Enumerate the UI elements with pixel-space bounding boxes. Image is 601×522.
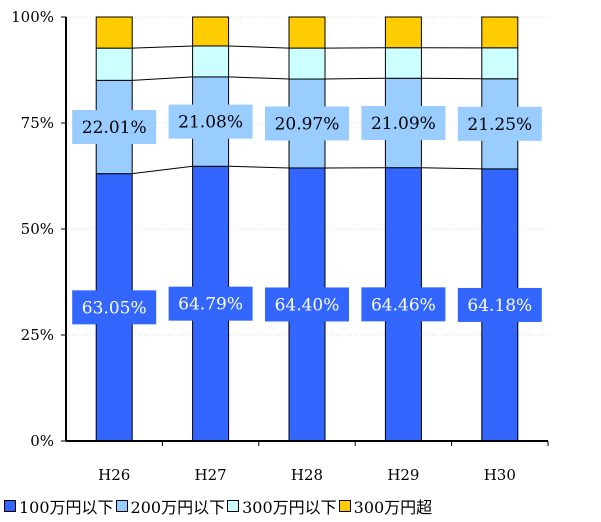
x-tick-label: H30 — [484, 466, 516, 484]
legend-swatch — [4, 500, 16, 512]
data-label-box — [361, 287, 446, 322]
legend-item: 300万円以下 — [227, 494, 337, 518]
connector-line — [421, 167, 482, 170]
data-label: 21.25% — [467, 115, 532, 135]
legend-swatch — [227, 500, 240, 512]
y-tick-label: 100% — [11, 8, 54, 26]
legend: 100万円以下 200万円以下 300万円以下 300万円超 — [4, 494, 434, 518]
x-axis-ticks: H26 H27 H28 H29 H30 — [98, 441, 549, 484]
bar-segment — [384, 47, 422, 79]
x-tick-label: H28 — [291, 466, 323, 484]
data-label: 22.01% — [82, 118, 147, 138]
y-tick-label: 25% — [21, 326, 54, 344]
data-label-box — [168, 104, 253, 139]
data-label-box — [72, 290, 157, 325]
connector-line — [421, 77, 482, 80]
legend-label: 100万円以下 — [19, 498, 114, 517]
data-label-box — [457, 287, 542, 322]
connector-line — [228, 76, 290, 80]
y-tick-label: 75% — [21, 114, 54, 132]
bar-segment — [95, 16, 133, 49]
data-label-box — [457, 106, 542, 141]
connector-line — [132, 76, 193, 81]
connector-line — [132, 165, 193, 175]
legend-item: 100万円以下 — [4, 494, 114, 518]
data-labels: 63.05% 22.01% 64.79% 21.08% 64.40% 20.97% 64.4… — [72, 104, 542, 325]
legend-label: 300万円以下 — [242, 498, 337, 517]
data-label: 64.79% — [178, 295, 243, 315]
stacked-bar-chart: 63.05% 22.01% 64.79% 21.08% 64.40% 20.97% 64.4… — [11, 8, 549, 484]
data-label-box — [361, 105, 446, 140]
data-label-box — [168, 286, 253, 321]
data-label-box — [265, 287, 349, 322]
data-label: 64.18% — [467, 296, 532, 316]
legend-swatch — [115, 500, 128, 512]
series-connector-lines — [132, 45, 482, 175]
connector-line — [228, 165, 290, 169]
legend-label: 200万円以下 — [130, 498, 226, 517]
x-tick-label: H26 — [98, 466, 130, 484]
data-label: 64.40% — [275, 295, 340, 315]
data-label: 63.05% — [82, 298, 147, 318]
data-label-box — [265, 106, 349, 141]
bar-segment — [288, 47, 326, 80]
connector-line — [324, 77, 386, 80]
bar-segment — [481, 47, 519, 80]
data-label: 64.46% — [371, 295, 436, 315]
bar-segment — [384, 16, 422, 49]
legend-item: 300万円超 — [338, 494, 433, 518]
y-tick-label: 0% — [30, 432, 54, 450]
y-axis-ticks: 0% 25% 50% 75% 100% — [11, 8, 66, 450]
y-tick-label: 50% — [21, 220, 54, 238]
legend-label: 300万円超 — [353, 498, 433, 517]
x-tick-label: H29 — [387, 466, 419, 484]
bar-segment — [288, 16, 326, 49]
data-label: 21.08% — [178, 113, 243, 133]
connector-line — [228, 45, 290, 49]
bar-segment — [481, 16, 519, 49]
x-tick-label: H27 — [195, 466, 227, 484]
bar-segment — [95, 47, 133, 81]
data-label: 21.09% — [371, 114, 436, 134]
data-label: 20.97% — [275, 114, 340, 134]
bar-segment — [192, 45, 230, 78]
legend-item: 200万円以下 — [115, 494, 226, 518]
legend-swatch — [338, 500, 351, 512]
data-label-box — [72, 110, 157, 145]
bar-segment — [192, 16, 230, 47]
connector-line — [132, 45, 193, 49]
